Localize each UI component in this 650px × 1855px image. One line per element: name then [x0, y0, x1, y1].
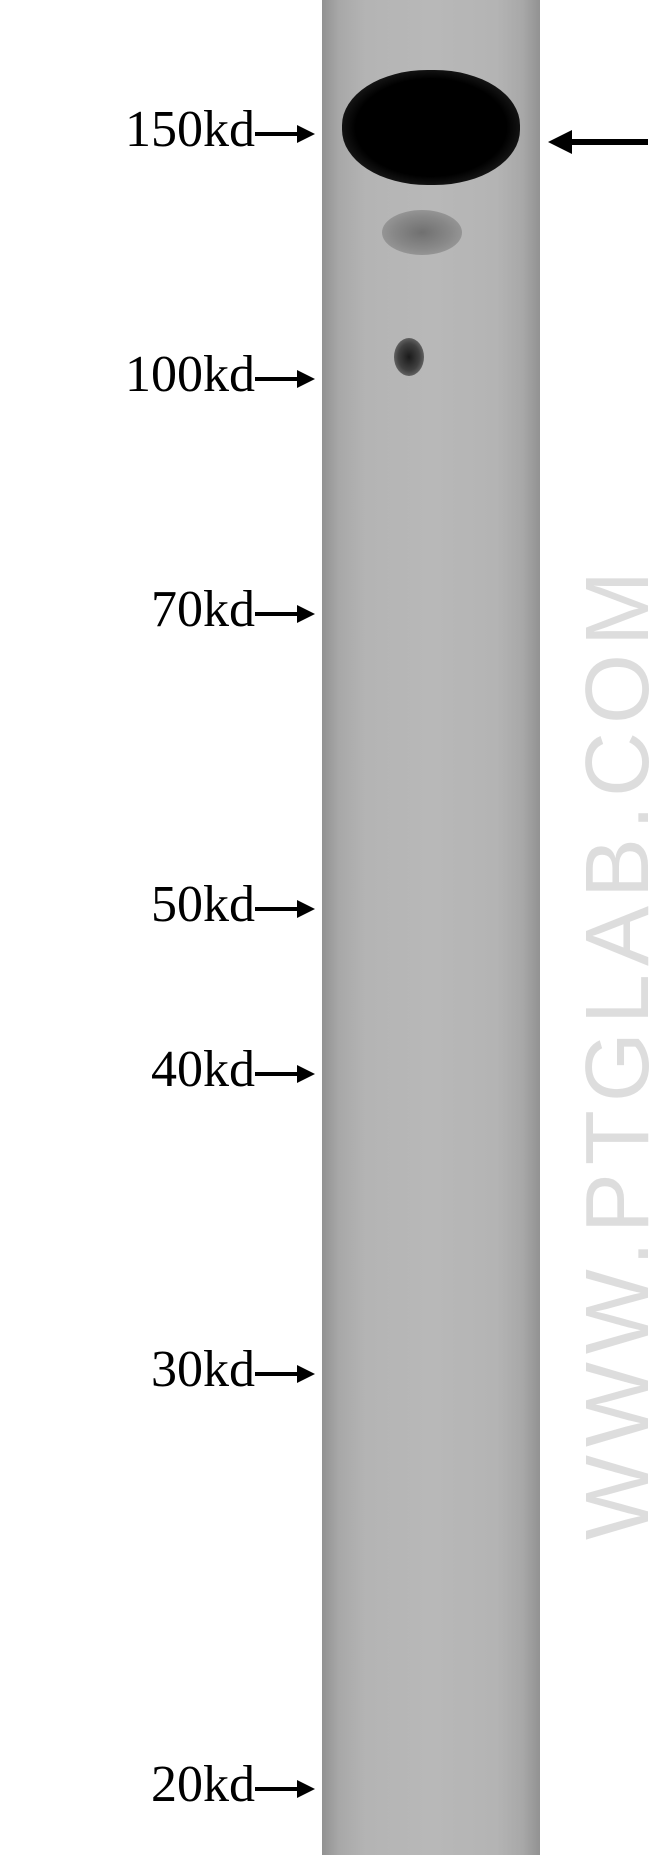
- marker-70kd: 70kd: [151, 580, 315, 639]
- marker-20kd: 20kd: [151, 1755, 315, 1814]
- arrow-right-icon: [255, 119, 315, 149]
- marker-40kd: 40kd: [151, 1040, 315, 1099]
- marker-100kd: 100kd: [125, 345, 315, 404]
- target-band-arrow: [548, 108, 648, 177]
- marker-label-text: 20kd: [151, 1756, 255, 1813]
- lane-gradient: [322, 0, 540, 1855]
- arrow-right-icon: [255, 1359, 315, 1389]
- marker-label-text: 100kd: [125, 346, 255, 403]
- marker-150kd: 150kd: [125, 100, 315, 159]
- marker-label-text: 30kd: [151, 1341, 255, 1398]
- band-main-150kd: [342, 70, 520, 185]
- marker-30kd: 30kd: [151, 1340, 315, 1399]
- arrow-right-icon: [255, 599, 315, 629]
- arrow-right-icon: [255, 1774, 315, 1804]
- arrow-right-icon: [255, 364, 315, 394]
- marker-label-text: 70kd: [151, 581, 255, 638]
- marker-label-text: 50kd: [151, 876, 255, 933]
- marker-50kd: 50kd: [151, 875, 315, 934]
- arrow-right-icon: [255, 1059, 315, 1089]
- arrow-right-icon: [255, 894, 315, 924]
- marker-label-text: 150kd: [125, 101, 255, 158]
- arrow-left-icon: [548, 122, 648, 162]
- marker-label-text: 40kd: [151, 1041, 255, 1098]
- band-faint-130kd: [382, 210, 462, 255]
- band-spot-100kd: [394, 338, 424, 376]
- watermark-text: WWW.PTGLAB.COM: [567, 563, 650, 1540]
- gel-lane: [322, 0, 540, 1855]
- western-blot-figure: 150kd 100kd 70kd 50kd 40kd 30kd 20kd WWW…: [0, 0, 650, 1855]
